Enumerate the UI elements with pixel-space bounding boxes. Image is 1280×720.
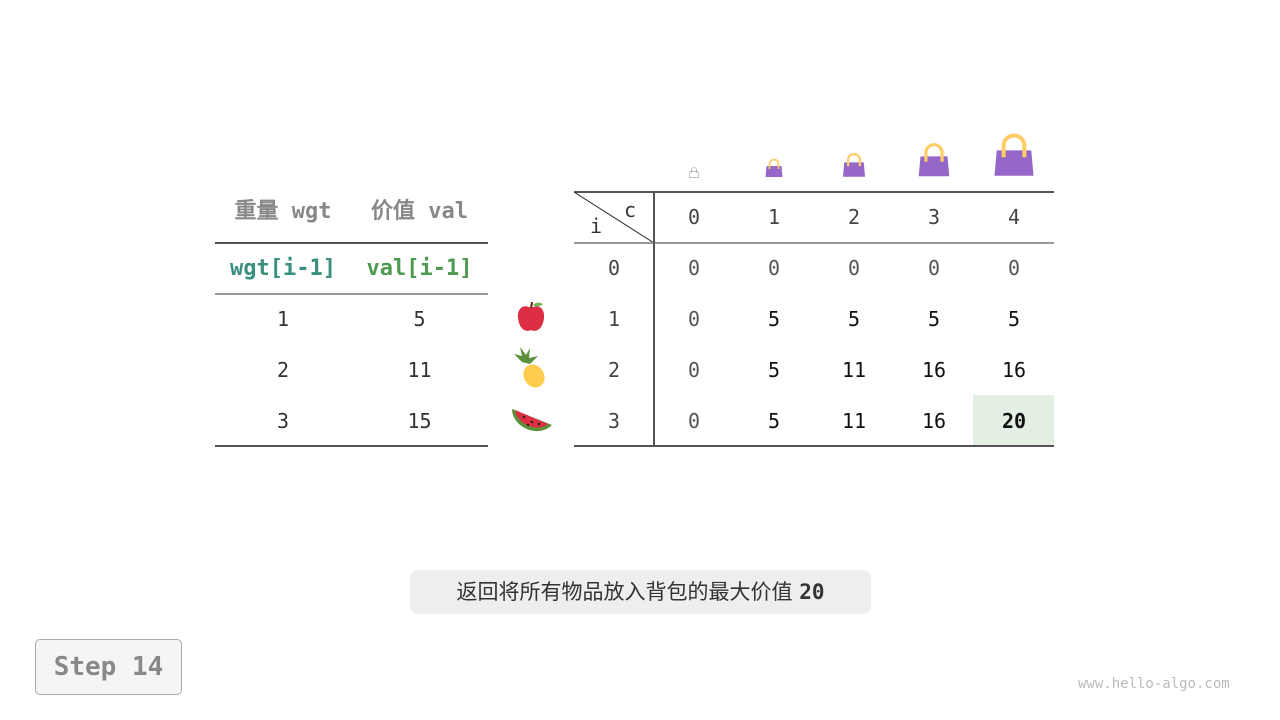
dp-cell: 5: [927, 307, 941, 331]
watermelon-icon: [512, 409, 552, 432]
dp-cell: 5: [1007, 307, 1021, 331]
watermark: www.hello-algo.com: [1078, 676, 1230, 692]
dp-cell: 0: [687, 409, 701, 433]
dp-cell: 0: [687, 358, 701, 382]
dp-cell: 5: [767, 358, 781, 382]
corner-diagonal: [574, 192, 654, 243]
col-header: 2: [847, 205, 861, 229]
handbag-icon: [842, 152, 866, 177]
divider: [574, 242, 1054, 244]
divider: [215, 293, 488, 295]
row-header: 2: [607, 358, 621, 382]
dp-cell: 5: [767, 307, 781, 331]
dp-cell: 16: [921, 409, 947, 433]
value-cell: 5: [413, 307, 426, 331]
header-weight: 重量 wgt: [234, 199, 332, 224]
highlight-cell: [973, 395, 1054, 446]
subheader-wgt: wgt[i-1]: [230, 256, 336, 281]
corner-col-label: c: [624, 198, 637, 222]
dp-cell: 0: [1007, 256, 1021, 280]
dp-cell: 0: [687, 307, 701, 331]
divider: [215, 242, 488, 244]
dp-cell: 16: [921, 358, 947, 382]
handbag-icon: [918, 143, 950, 177]
handbag-icon: [994, 133, 1034, 176]
caption: 返回将所有物品放入背包的最大价值 20: [410, 570, 871, 614]
row-header: 0: [607, 256, 621, 280]
handbag-icon: [765, 158, 783, 177]
apple-icon: [517, 301, 545, 331]
dp-cell: 11: [841, 409, 867, 433]
divider: [574, 191, 1054, 193]
divider: [653, 192, 655, 446]
row-header: 1: [607, 307, 621, 331]
subheader-val: val[i-1]: [366, 256, 473, 281]
col-header: 4: [1007, 205, 1021, 229]
weight-cell: 2: [276, 358, 290, 382]
value-cell: 11: [407, 358, 432, 382]
dp-cell: 0: [767, 256, 781, 280]
handbag-icon: [689, 167, 699, 178]
dp-cell: 0: [927, 256, 941, 280]
col-header: 1: [767, 205, 781, 229]
caption-value: 20: [799, 580, 825, 604]
corner-row-label: i: [590, 214, 603, 238]
dp-cell: 0: [687, 256, 701, 280]
weight-cell: 1: [276, 307, 290, 331]
dp-cell: 11: [841, 358, 867, 382]
dp-cell: 5: [767, 409, 781, 433]
dp-cell: 20: [1001, 409, 1027, 433]
value-cell: 15: [407, 409, 432, 433]
dp-cell: 16: [1001, 358, 1027, 382]
header-value: 价值 val: [371, 199, 468, 224]
col-header: 0: [687, 205, 701, 229]
divider: [215, 445, 488, 447]
dp-cell: 0: [847, 256, 861, 280]
caption-text: 返回将所有物品放入背包的最大价值: [456, 580, 793, 604]
row-header: 3: [607, 409, 621, 433]
dp-cell: 5: [847, 307, 861, 331]
divider: [574, 445, 1054, 447]
weight-cell: 3: [276, 409, 290, 433]
col-header: 3: [927, 205, 941, 229]
pineapple-icon: [514, 347, 545, 388]
step-button[interactable]: Step 14: [35, 639, 182, 695]
